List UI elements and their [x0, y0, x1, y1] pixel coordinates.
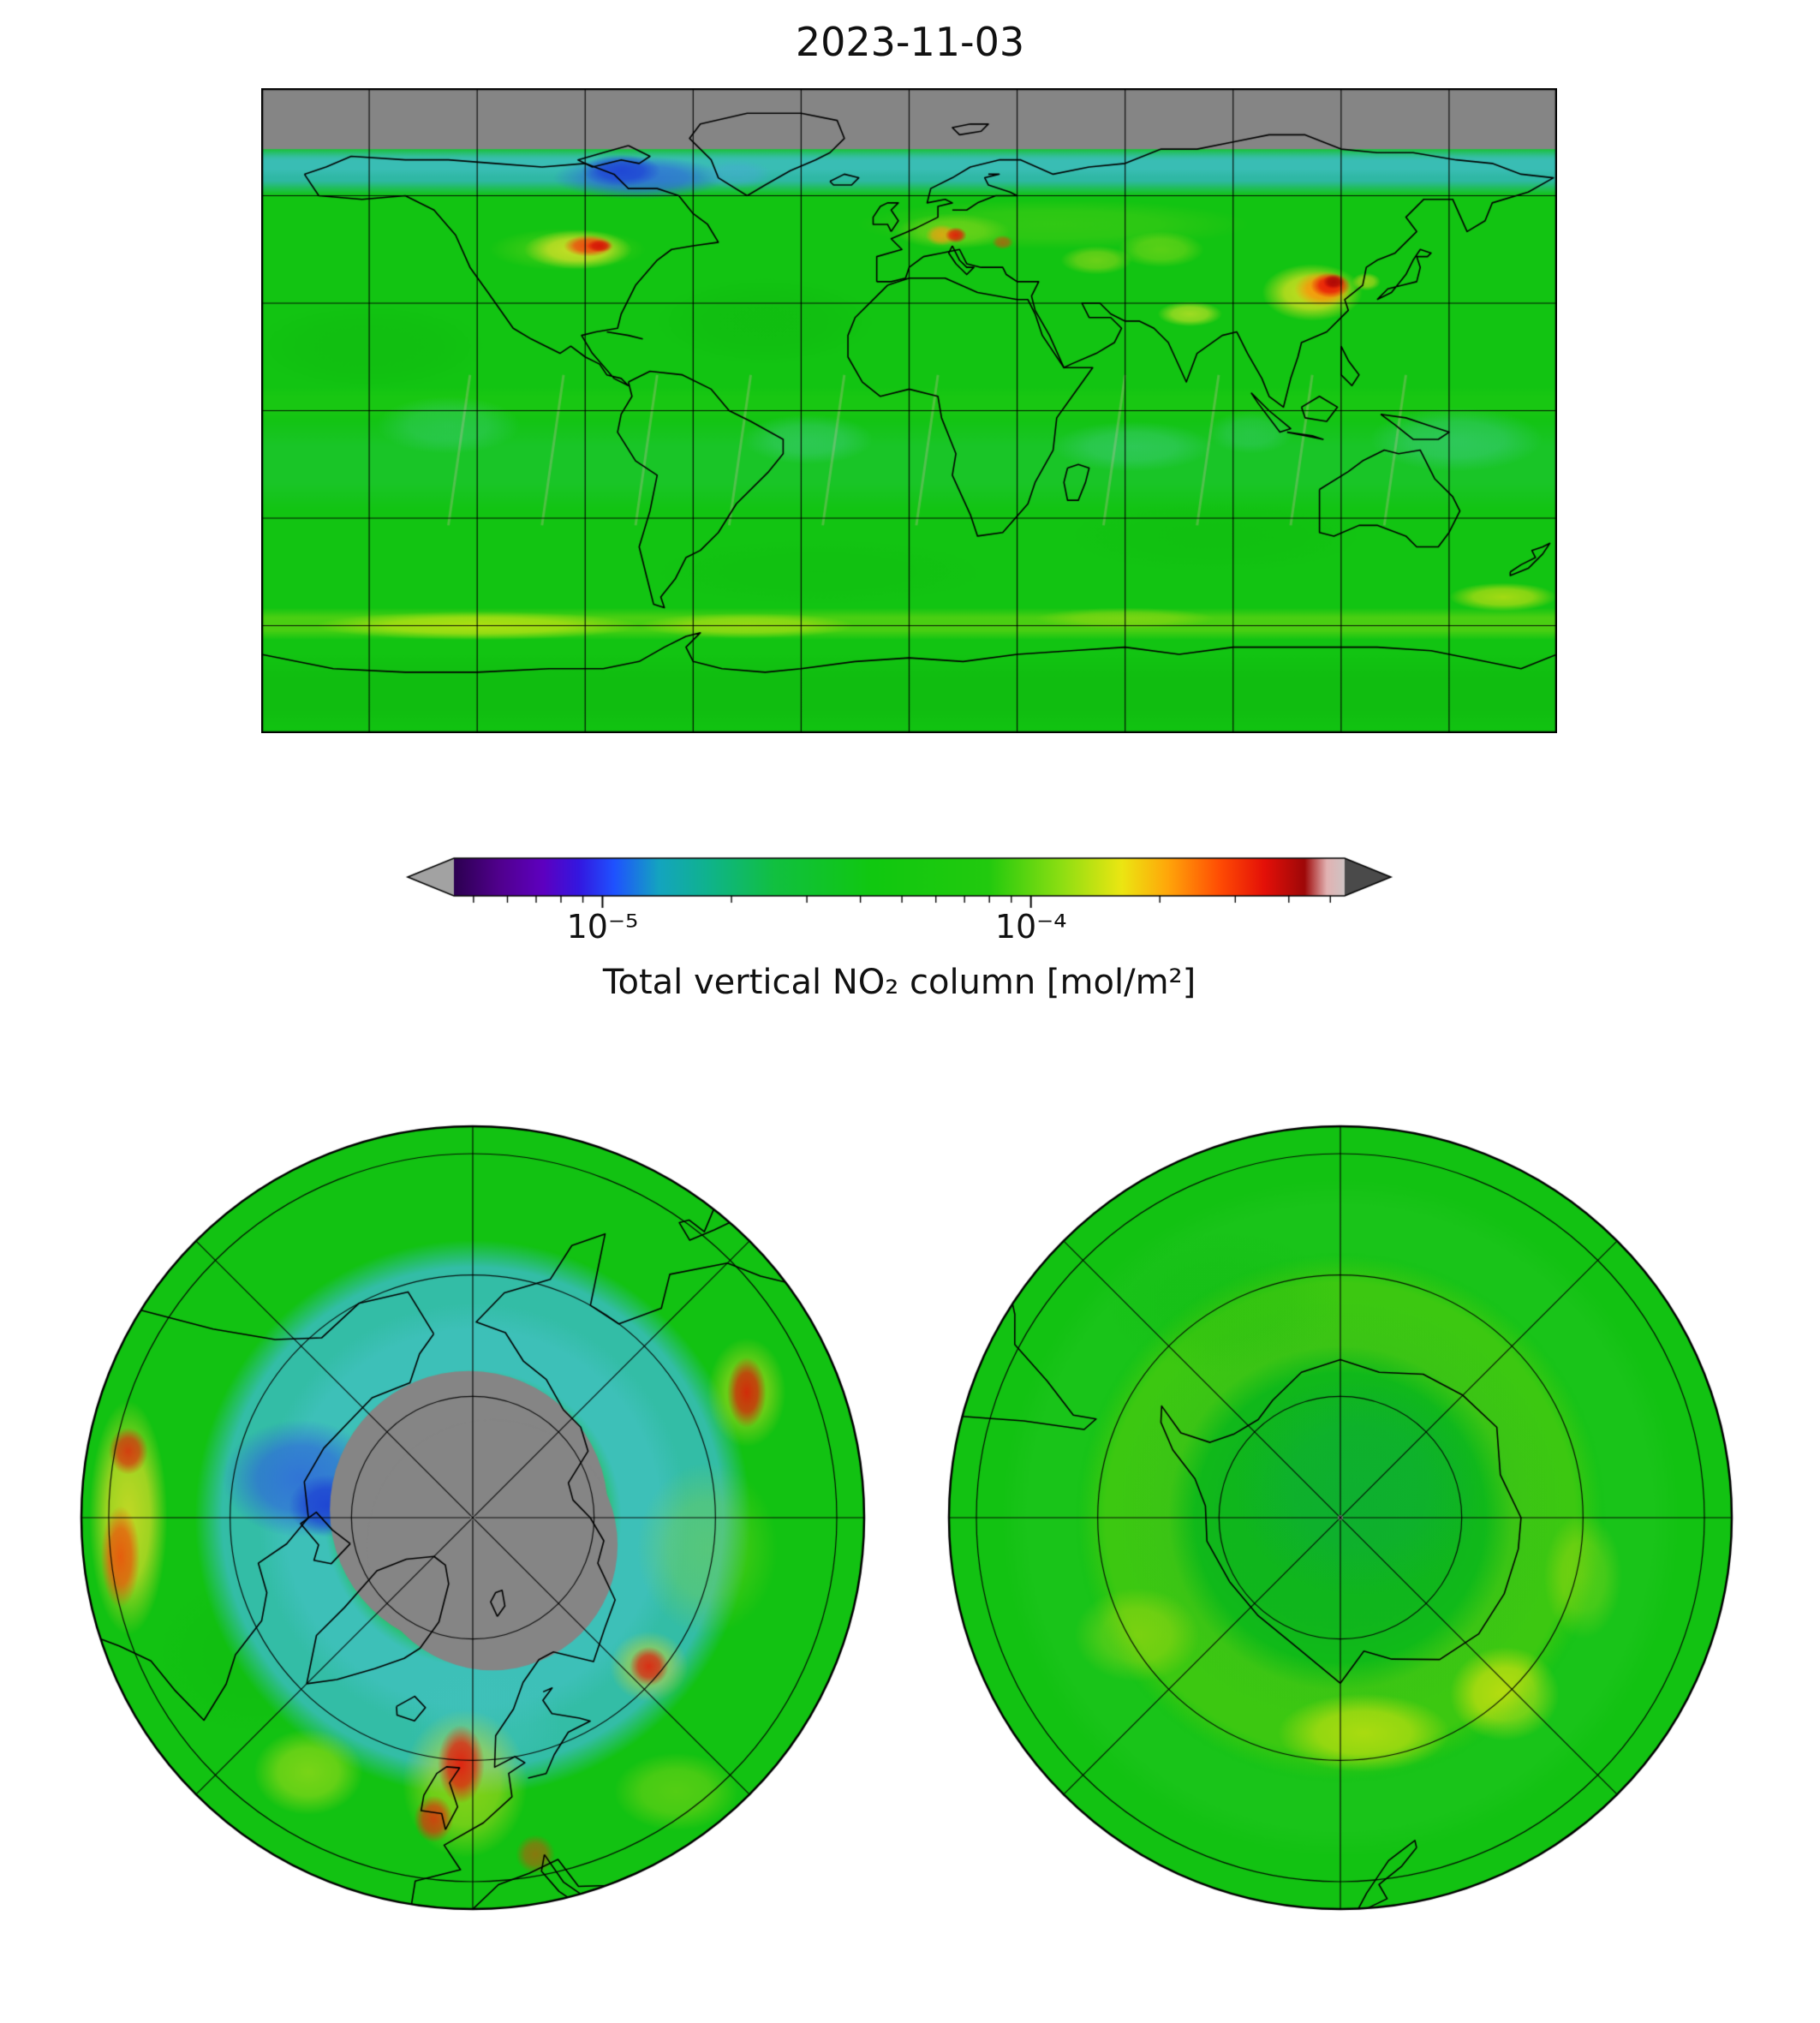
south-polar-map [945, 1122, 1736, 1913]
colorbar-tick-labels: 10⁻⁵ 10⁻⁴ [403, 908, 1396, 956]
colorbar-tick-label: 10⁻⁴ [994, 908, 1067, 946]
colorbar [403, 850, 1396, 913]
colorbar-tick-label: 10⁻⁵ [566, 908, 639, 946]
north-polar-map [77, 1122, 868, 1913]
figure-title: 2023-11-03 [795, 19, 1025, 65]
colorbar-label: Total vertical NO₂ column [mol/m²] [602, 963, 1196, 1002]
global-no2-map [261, 88, 1557, 733]
